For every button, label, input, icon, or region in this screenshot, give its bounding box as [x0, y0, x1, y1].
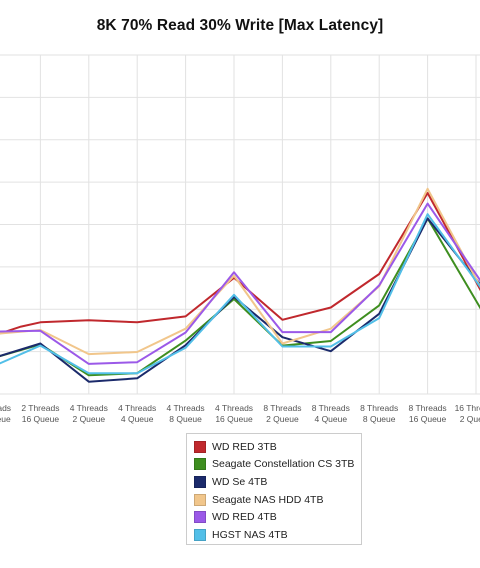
- legend-swatch: [194, 458, 206, 471]
- x-tick-label: 8 Threads 2 Queue: [263, 403, 301, 424]
- x-tick-label: 8 Threads 8 Queue: [360, 403, 398, 424]
- legend-label: WD RED 3TB: [212, 440, 277, 453]
- legend-label: Seagate Constellation CS 3TB: [212, 458, 355, 471]
- x-tick-label: 8 Threads 16 Queue: [409, 403, 447, 424]
- legend-swatch: [194, 528, 206, 541]
- x-tick-label: 4 Threads 16 Queue: [215, 403, 253, 424]
- series-line-1: [0, 192, 480, 335]
- legend-label: WD Se 4TB: [212, 475, 268, 488]
- legend-label: WD RED 4TB: [212, 511, 277, 524]
- legend-item: HGST NAS 4TB: [194, 526, 361, 544]
- legend-item: WD RED 3TB: [194, 438, 361, 456]
- legend-swatch: [194, 511, 206, 524]
- legend-swatch: [194, 475, 206, 488]
- legend-item: WD Se 4TB: [194, 473, 361, 491]
- x-tick-label: 4 Threads 2 Queue: [70, 403, 108, 424]
- legend-swatch: [194, 440, 206, 453]
- x-tick-label: 2 Threads 16 Queue: [21, 403, 59, 424]
- series-line-6: [0, 213, 480, 375]
- series-layer: [0, 187, 480, 383]
- legend: WD RED 3TB Seagate Constellation CS 3TB WD…: [186, 433, 362, 545]
- legend-swatch: [194, 493, 206, 506]
- legend-item: Seagate NAS HDD 4TB: [194, 491, 361, 509]
- series-line-4: [0, 187, 480, 356]
- legend-item: WD RED 4TB: [194, 508, 361, 526]
- legend-label: HGST NAS 4TB: [212, 528, 288, 541]
- chart-title: 8K 70% Read 30% Write [Max Latency]: [96, 17, 384, 34]
- series-line-5: [0, 202, 480, 365]
- x-tick-label: 4 Threads 4 Queue: [118, 403, 156, 424]
- legend-label: Seagate NAS HDD 4TB: [212, 493, 324, 506]
- x-tick-label: 4 Threads 8 Queue: [167, 403, 205, 424]
- legend-item: Seagate Constellation CS 3TB: [194, 456, 361, 474]
- x-tick-label: 8 Threads 4 Queue: [312, 403, 350, 424]
